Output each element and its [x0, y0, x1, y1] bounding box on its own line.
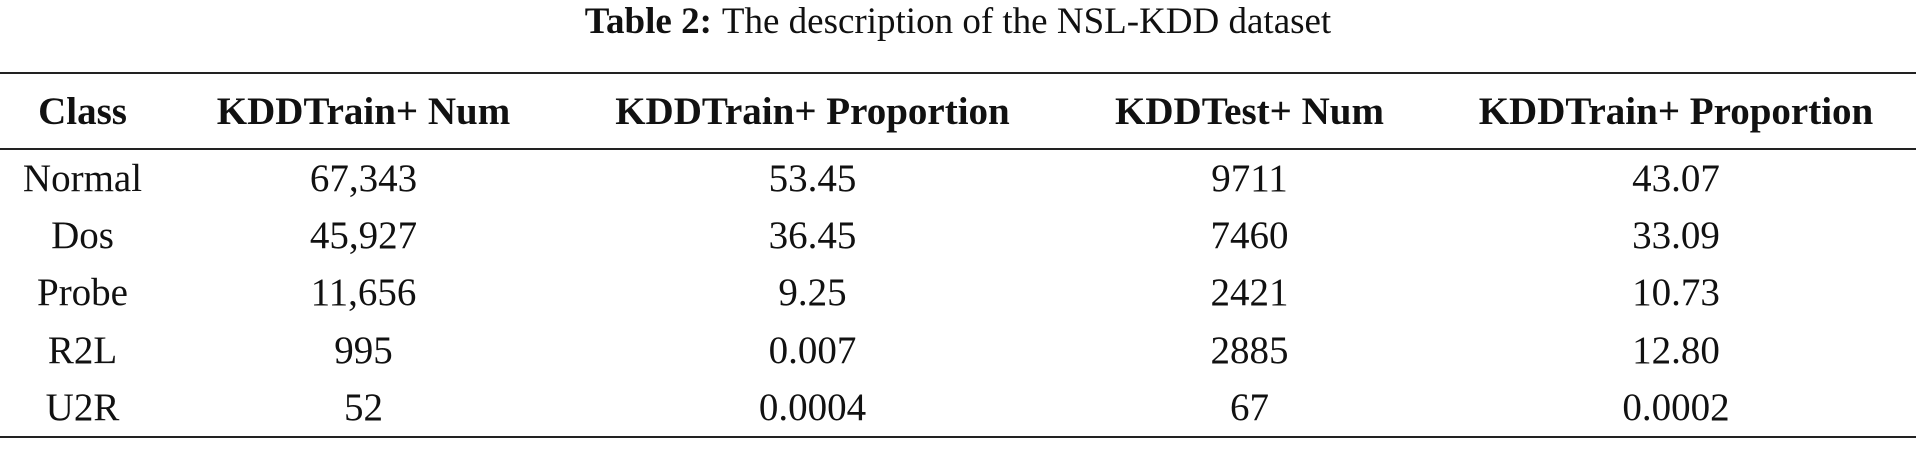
table-cell: 9.25	[778, 271, 847, 315]
table-row: R2L 995 0.007 2885 12.80	[0, 322, 1916, 380]
table-cell: 67	[1063, 379, 1436, 438]
header-cell: KDDTrain+ Proportion	[1436, 72, 1916, 150]
table-cell: 0.0004	[562, 379, 1063, 438]
table-row: Probe 11,656 9.25 2421 10.73	[0, 264, 1916, 322]
table-cell: 33.09	[1632, 213, 1720, 257]
header-cell: Class	[0, 72, 165, 150]
table-cell: 52	[165, 379, 562, 438]
table-cell: 67,343	[309, 156, 418, 200]
table-cell: Normal	[22, 156, 143, 200]
table-cell: 45,927	[309, 213, 418, 257]
table-row: U2R 52 0.0004 67 0.0002	[0, 379, 1916, 438]
header-row: Class KDDTrain+ Num KDDTrain+ Proportion KD…	[0, 72, 1916, 150]
table-cell: 11,656	[310, 271, 417, 315]
table-cell: 2885	[1210, 328, 1289, 372]
header-cell: KDDTrain+ Proportion	[562, 72, 1063, 150]
table-cell: U2R	[0, 379, 165, 438]
table-row: Dos 45,927 36.45 7460 33.09	[0, 207, 1916, 265]
table-cell: 995	[334, 328, 393, 372]
header-cell: KDDTrain+ Num	[165, 72, 562, 150]
header-cell: KDDTest+ Num	[1063, 72, 1436, 150]
table-cell: Dos	[51, 213, 114, 257]
table-head: Class KDDTrain+ Num KDDTrain+ Proportion KD…	[0, 72, 1916, 150]
caption-label: Table 2:	[584, 1, 712, 42]
table-cell: 12.80	[1632, 328, 1720, 372]
table-cell: R2L	[47, 328, 118, 372]
table-cell: 7460	[1210, 213, 1289, 257]
table-cell: 2421	[1210, 271, 1289, 315]
table-cell: 53.45	[768, 156, 857, 200]
table-body: Normal 67,343 53.45 9711 43.07 Dos 45,927 36.45…	[0, 149, 1916, 438]
table-caption: Table 2: The description of the NSL-KDD d…	[0, 0, 1916, 44]
table-cell: 0.007	[768, 328, 857, 372]
table-row: Normal 67,343 53.45 9711 43.07	[0, 149, 1916, 207]
table-cell: 0.0002	[1436, 379, 1916, 438]
table-cell: 9711	[1211, 156, 1288, 200]
table-cell: Probe	[37, 271, 128, 315]
data-table: Class KDDTrain+ Num KDDTrain+ Proportion KD…	[0, 72, 1916, 438]
table-cell: 36.45	[768, 213, 857, 257]
table-cell: 10.73	[1632, 271, 1720, 315]
table-cell: 43.07	[1632, 156, 1720, 200]
caption-text: The description of the NSL-KDD dataset	[721, 1, 1332, 42]
